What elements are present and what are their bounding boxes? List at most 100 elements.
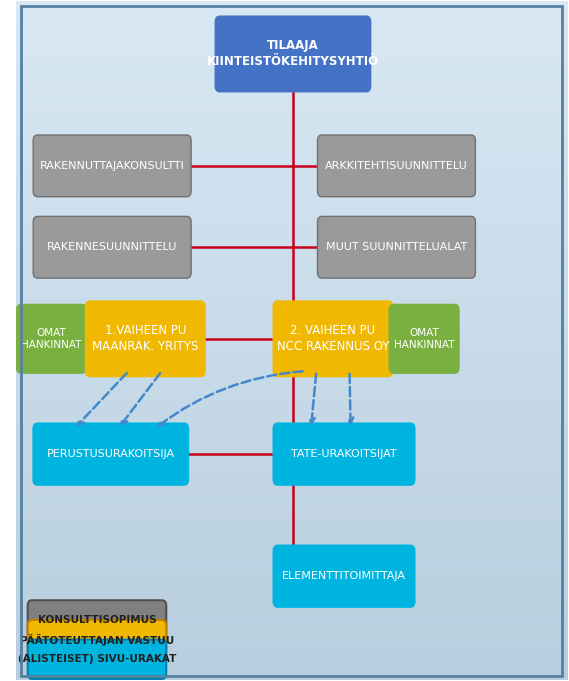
Bar xyxy=(15,637,568,646)
Text: 1.VAIHEEN PU
MAANRAK. YRITYS: 1.VAIHEEN PU MAANRAK. YRITYS xyxy=(92,324,199,353)
Bar xyxy=(15,366,568,375)
Bar xyxy=(15,527,568,535)
Text: PERUSTUSURAKOITSIJA: PERUSTUSURAKOITSIJA xyxy=(47,449,175,459)
Bar xyxy=(15,18,568,27)
Text: RAKENNESUUNNITTELU: RAKENNESUUNNITTELU xyxy=(47,242,178,252)
FancyBboxPatch shape xyxy=(86,301,205,377)
Bar xyxy=(15,256,568,264)
Bar xyxy=(15,1,568,10)
Bar xyxy=(15,306,568,315)
Bar xyxy=(15,171,568,179)
Bar xyxy=(15,671,568,680)
Bar xyxy=(15,120,568,129)
Bar xyxy=(15,629,568,637)
Bar xyxy=(15,654,568,663)
Bar xyxy=(15,69,568,78)
Text: ARKKITEHTISUUNNITTELU: ARKKITEHTISUUNNITTELU xyxy=(325,161,468,171)
Text: KONSULTTISOPIMUS: KONSULTTISOPIMUS xyxy=(38,615,156,625)
Bar xyxy=(15,52,568,61)
FancyBboxPatch shape xyxy=(273,545,415,607)
Bar xyxy=(15,247,568,256)
Bar xyxy=(15,425,568,434)
FancyBboxPatch shape xyxy=(33,424,188,485)
Text: OMAT
HANKINNAT: OMAT HANKINNAT xyxy=(394,328,454,350)
Text: RAKENNUTTAJAKONSULTTI: RAKENNUTTAJAKONSULTTI xyxy=(40,161,184,171)
Bar xyxy=(15,502,568,510)
Bar xyxy=(15,340,568,349)
FancyBboxPatch shape xyxy=(33,135,191,197)
Text: 2. VAIHEEN PU
NCC RAKENNUS OY: 2. VAIHEEN PU NCC RAKENNUS OY xyxy=(277,324,389,353)
FancyBboxPatch shape xyxy=(33,217,191,278)
FancyBboxPatch shape xyxy=(273,301,393,377)
Bar xyxy=(15,493,568,502)
Bar xyxy=(15,578,568,586)
Bar xyxy=(15,612,568,620)
Bar xyxy=(15,383,568,392)
Bar xyxy=(15,289,568,298)
Bar xyxy=(15,569,568,578)
FancyBboxPatch shape xyxy=(318,217,476,278)
Bar xyxy=(15,188,568,196)
Bar xyxy=(15,409,568,417)
Text: (ALISTEISET) SIVU-URAKAT: (ALISTEISET) SIVU-URAKAT xyxy=(18,654,176,664)
Bar xyxy=(15,358,568,366)
Bar xyxy=(15,230,568,239)
Bar xyxy=(15,392,568,400)
Bar xyxy=(15,476,568,485)
Bar xyxy=(15,459,568,468)
Bar xyxy=(15,552,568,561)
Text: ELEMENTTITOIMITTAJA: ELEMENTTITOIMITTAJA xyxy=(282,571,406,581)
Bar xyxy=(15,112,568,120)
Bar xyxy=(15,544,568,552)
Bar xyxy=(15,281,568,289)
Bar xyxy=(15,272,568,281)
Bar xyxy=(15,154,568,163)
Bar xyxy=(15,213,568,222)
Text: TILAAJA
KIINTEISTÖKEHITYSYHTIÖ: TILAAJA KIINTEISTÖKEHITYSYHTIÖ xyxy=(207,39,379,69)
Bar xyxy=(15,146,568,154)
Bar xyxy=(15,451,568,459)
Bar xyxy=(15,323,568,332)
Bar xyxy=(15,485,568,493)
Bar xyxy=(15,434,568,442)
Bar xyxy=(15,222,568,230)
Bar xyxy=(15,129,568,137)
Bar xyxy=(15,95,568,103)
Text: TATE-URAKOITSIJAT: TATE-URAKOITSIJAT xyxy=(291,449,397,459)
Bar xyxy=(15,163,568,171)
Bar xyxy=(15,10,568,18)
Bar xyxy=(15,417,568,425)
FancyBboxPatch shape xyxy=(17,304,86,373)
FancyBboxPatch shape xyxy=(389,304,459,373)
Bar xyxy=(15,196,568,205)
Bar xyxy=(15,103,568,112)
Bar xyxy=(15,663,568,671)
Bar xyxy=(15,239,568,247)
Bar xyxy=(15,298,568,306)
Bar xyxy=(15,179,568,188)
Bar xyxy=(15,620,568,629)
Bar xyxy=(15,518,568,527)
FancyBboxPatch shape xyxy=(28,620,166,659)
Bar xyxy=(15,510,568,518)
Bar xyxy=(15,27,568,35)
FancyBboxPatch shape xyxy=(318,135,476,197)
Bar xyxy=(15,400,568,409)
Bar xyxy=(15,561,568,569)
Text: PÄÄTOTEUTTAJAN VASTUU: PÄÄTOTEUTTAJAN VASTUU xyxy=(20,633,174,646)
Bar xyxy=(15,603,568,612)
Bar xyxy=(15,375,568,383)
Bar xyxy=(15,586,568,595)
Bar xyxy=(15,349,568,358)
Bar xyxy=(15,315,568,323)
Bar xyxy=(15,535,568,544)
FancyBboxPatch shape xyxy=(216,16,370,91)
FancyBboxPatch shape xyxy=(273,424,415,485)
Bar xyxy=(15,78,568,86)
Bar xyxy=(15,442,568,451)
Bar xyxy=(15,44,568,52)
Text: OMAT
HANKINNAT: OMAT HANKINNAT xyxy=(21,328,82,350)
Bar xyxy=(15,468,568,476)
FancyBboxPatch shape xyxy=(28,600,166,639)
Bar xyxy=(15,595,568,603)
